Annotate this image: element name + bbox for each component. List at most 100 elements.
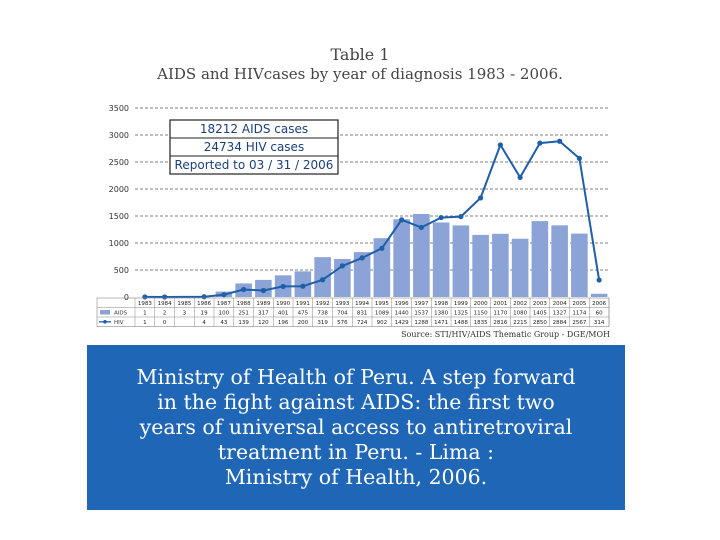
aids-bar [373,238,391,297]
aids-bar [590,293,608,297]
hiv-value-label: 314 [594,320,605,326]
hiv-value-label: 139 [238,320,249,326]
legend-hiv-label: HIV [114,320,124,326]
caption-line: Ministry of Health of Peru. A step forwa… [136,365,576,389]
callout-line: Reported to 03 / 31 / 2006 [175,158,334,172]
hiv-value-label: 2567 [572,320,586,326]
x-tick-label: 1990 [276,301,290,307]
y-tick-label: 0 [124,293,129,302]
callout-box [169,119,339,175]
aids-bar [432,222,450,297]
y-tick-label: 1500 [109,212,129,221]
aids-value-label: 100 [219,311,230,317]
hiv-point [557,138,563,144]
caption-box: Ministry of Health of Peru. A step forwa… [87,345,625,510]
callout-line: 24734 HIV cases [204,140,304,154]
hiv-value-label: 43 [220,320,227,326]
hiv-point [280,283,286,290]
x-tick-label: 1987 [217,301,231,307]
aids-bar [393,219,410,297]
aids-value-label: 19 [201,311,208,317]
hiv-value-label: 2816 [493,320,507,326]
x-tick-label: 1986 [197,301,211,307]
aids-value-label: 1440 [395,311,409,317]
x-tick-label: 1988 [237,301,251,307]
hiv-value-label: 2850 [533,320,547,326]
hiv-point [438,214,444,221]
aids-bar [314,257,331,297]
caption-line: treatment in Peru. - Lima : [217,440,495,464]
legend-aids-swatch [100,310,110,315]
aids-value-label: 2 [163,311,167,317]
hiv-value-label: 1488 [454,320,468,326]
aids-value-label: 1 [143,311,147,317]
source-note: Source: STI/HIV/AIDS Thematic Group - DG… [401,330,610,339]
aids-value-label: 738 [317,311,328,317]
x-tick-label: 1993 [335,301,349,307]
x-tick-label: 2004 [553,301,567,307]
hiv-value-label: 902 [377,320,388,326]
hiv-value-label: 319 [317,320,328,326]
hiv-point [517,174,523,180]
hiv-point [379,245,385,251]
hiv-point [241,286,247,293]
hiv-point [260,287,266,294]
aids-value-label: 3 [183,311,187,317]
hiv-value-label: 724 [357,320,368,326]
aids-bar [472,234,489,297]
aids-value-label: 1170 [493,311,507,317]
hiv-point [497,142,503,148]
hiv-value-label: 2215 [513,320,527,326]
x-tick-label: 1999 [454,301,468,307]
x-tick-label: 2001 [493,301,507,307]
y-tick-label: 2000 [109,185,129,194]
aids-value-label: 401 [278,311,289,317]
aids-bar [531,221,549,297]
hiv-point [458,214,464,220]
x-tick-label: 1985 [177,301,191,307]
hiv-value-label: 1 [143,320,147,326]
hiv-point [339,263,345,269]
aids-bar [511,238,529,297]
hiv-point [478,195,484,201]
x-tick-label: 1984 [158,301,172,307]
aids-value-label: 1089 [375,311,389,317]
x-tick-label: 2000 [474,301,488,307]
aids-value-label: 1537 [414,311,428,317]
x-tick-label: 1991 [296,301,310,307]
hiv-point [576,155,582,161]
y-tick-label: 3500 [109,104,129,113]
y-tick-label: 2500 [109,158,129,167]
x-tick-label: 1997 [414,301,428,307]
y-tick-label: 3000 [109,131,129,140]
x-tick-label: 1995 [375,301,389,307]
hiv-point [596,277,602,283]
x-tick-label: 1998 [434,301,448,307]
x-tick-label: 1996 [395,301,409,307]
hiv-point [537,140,543,146]
legend-aids-label: AIDS [114,311,128,317]
aids-bar [551,225,568,297]
hiv-value-label: 1288 [414,320,428,326]
caption-line: in the fight against AIDS: the first two [157,390,555,414]
hiv-value-label: 1429 [395,320,409,326]
legend-hiv-dot [103,320,107,324]
caption-line: Ministry of Health, 2006. [224,465,488,489]
aids-value-label: 1174 [572,311,586,317]
hiv-value-label: 1471 [434,320,448,326]
aids-bar [452,225,470,297]
caption-text: Ministry of Health of Peru. A step forwa… [87,365,625,490]
aids-value-label: 1325 [454,311,468,317]
y-tick-label: 500 [114,266,129,275]
hiv-value-label: 120 [258,320,269,326]
chart-title: Table 1 [330,45,390,64]
aids-value-label: 60 [596,311,603,317]
hiv-point [300,283,306,289]
callout-line: 18212 AIDS cases [200,122,308,136]
aids-bar [413,214,430,297]
aids-value-label: 831 [357,311,368,317]
hiv-point [359,255,365,261]
hiv-value-label: 200 [298,320,309,326]
hiv-point [399,217,405,223]
x-tick-label: 2005 [572,301,586,307]
